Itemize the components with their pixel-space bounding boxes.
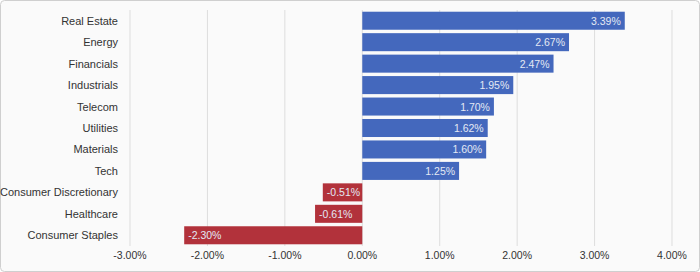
bar <box>323 183 362 201</box>
data-label: 2.47% <box>520 58 550 70</box>
tick-label: 4.00% <box>657 249 687 261</box>
category-label: Materials <box>73 143 118 155</box>
bar <box>362 140 486 158</box>
category-label: Telecom <box>77 101 118 113</box>
bar <box>184 226 362 244</box>
category-label: Consumer Discretionary <box>0 186 118 198</box>
grid <box>130 10 672 246</box>
bar <box>362 119 487 137</box>
bar <box>362 98 494 116</box>
chart-svg: -3.00% -2.00% -1.00% 0.00% 1.00% 2.00% 3.00% 4.… <box>0 0 700 272</box>
data-label: 3.39% <box>591 15 621 27</box>
bar <box>362 12 624 30</box>
data-label: 1.70% <box>460 101 490 113</box>
bar <box>362 76 513 94</box>
data-label: 2.67% <box>535 36 565 48</box>
data-label: 1.62% <box>454 122 484 134</box>
data-label: 1.25% <box>425 165 455 177</box>
labels: Real Estate 3.39% Energy 2.67% Financials 2.4… <box>0 15 621 242</box>
grid-line <box>284 10 285 246</box>
bar <box>362 55 553 73</box>
category-label: Utilities <box>83 122 119 134</box>
bars <box>184 12 625 245</box>
tick-label: 3.00% <box>580 249 610 261</box>
grid-line <box>672 10 673 246</box>
bar <box>315 205 362 223</box>
tick-label: 2.00% <box>502 249 532 261</box>
data-label: 1.95% <box>479 79 509 91</box>
bar <box>362 33 569 51</box>
category-label: Tech <box>95 165 118 177</box>
category-label: Real Estate <box>61 15 118 27</box>
category-label: Energy <box>83 36 118 48</box>
grid-line <box>594 10 595 246</box>
grid-line <box>130 10 131 246</box>
data-label: -2.30% <box>188 229 221 241</box>
data-label: -0.61% <box>319 208 352 220</box>
data-label: -0.51% <box>327 186 360 198</box>
category-label: Consumer Staples <box>28 229 119 241</box>
category-label: Healthcare <box>65 208 118 220</box>
tick-label: -1.00% <box>268 249 301 261</box>
category-label: Industrials <box>68 79 119 91</box>
tick-label: 1.00% <box>425 249 455 261</box>
grid-line <box>207 10 208 246</box>
category-label: Financials <box>68 58 118 70</box>
tick-label: -3.00% <box>113 249 146 261</box>
frame <box>1 1 700 272</box>
bar <box>362 162 459 180</box>
data-label: 1.60% <box>452 143 482 155</box>
tick-label: 0.00% <box>347 249 377 261</box>
chart-container: -3.00% -2.00% -1.00% 0.00% 1.00% 2.00% 3.00% 4.… <box>0 0 700 272</box>
tick-label: -2.00% <box>191 249 224 261</box>
